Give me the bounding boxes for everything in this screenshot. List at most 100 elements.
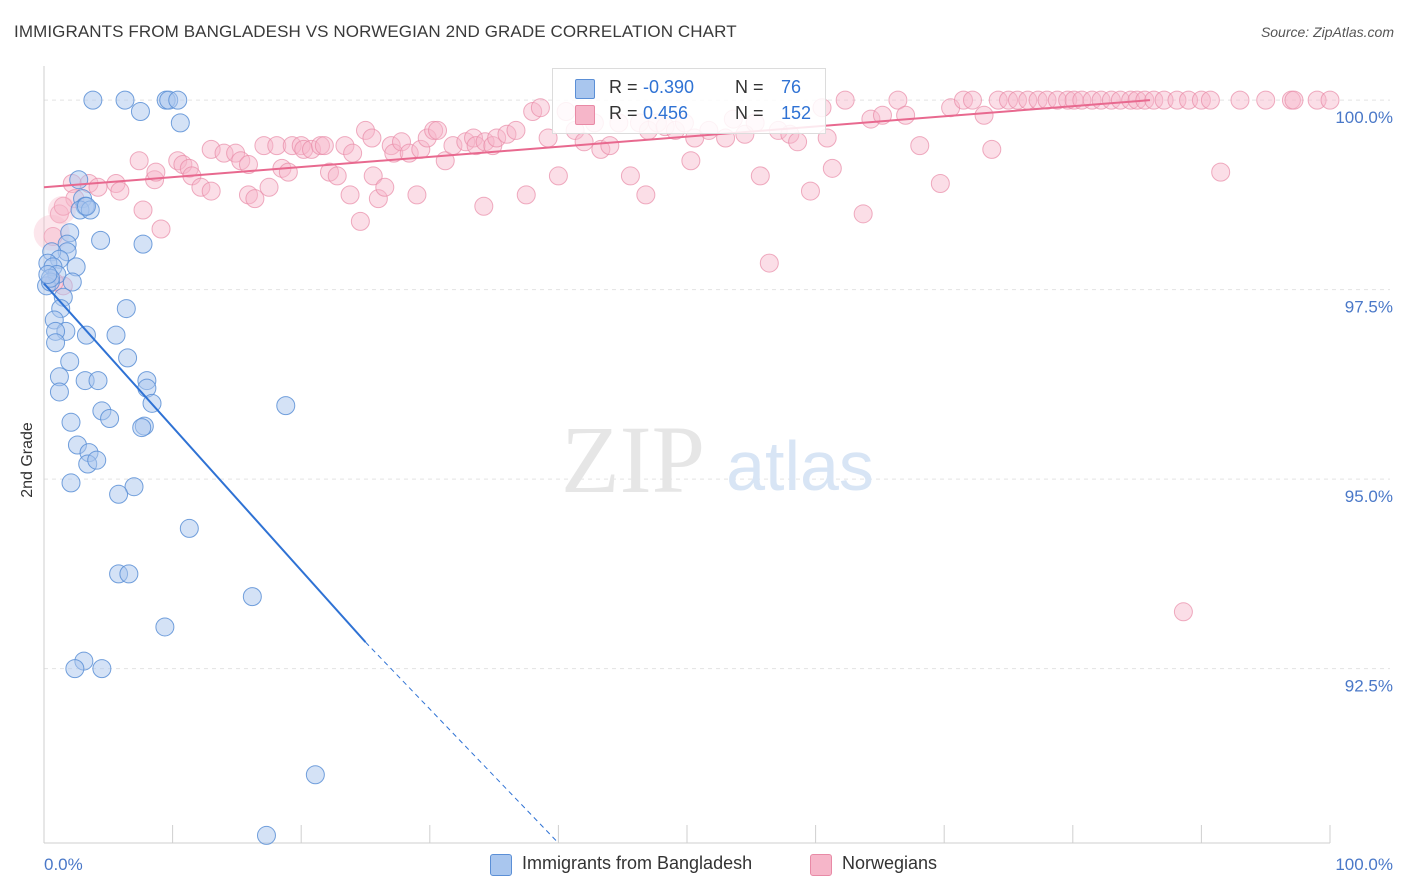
norwegians-point <box>1047 90 1067 110</box>
norwegians-point <box>88 177 108 197</box>
bangladesh-point <box>133 234 153 254</box>
norwegians-point <box>363 166 383 186</box>
norwegians-point <box>516 185 536 205</box>
bangladesh-trend-extension <box>365 641 559 844</box>
norwegians-point <box>384 143 404 163</box>
x-tick-label-max: 100.0% <box>1335 855 1393 874</box>
norwegians-point <box>201 181 221 201</box>
norwegians-point <box>1008 90 1028 110</box>
bangladesh-point <box>60 352 80 372</box>
norwegians-point <box>368 189 388 209</box>
norwegians-point <box>1284 90 1304 110</box>
bangladesh-point <box>106 325 126 345</box>
legend-label-bangladesh: Immigrants from Bangladesh <box>522 853 753 873</box>
n-label: N = <box>735 77 764 97</box>
bangladesh-point <box>76 196 96 216</box>
n-value: 76 <box>781 77 802 97</box>
norwegians-point <box>1167 90 1187 110</box>
norwegians-point <box>896 105 916 125</box>
bangladesh-point <box>91 230 111 250</box>
norwegians-point <box>1200 90 1220 110</box>
norwegians-point <box>530 98 550 118</box>
norwegians-point <box>636 185 656 205</box>
norwegians-points <box>33 90 1340 622</box>
norwegians-point <box>1173 602 1193 622</box>
stats-legend: R = -0.390 N = 76 R = 0.456 N = 152 <box>552 68 826 134</box>
bangladesh-point <box>49 382 69 402</box>
legend-swatch-pink <box>575 105 595 125</box>
bangladesh-point <box>130 101 150 121</box>
norwegians-point <box>238 185 258 205</box>
bangladesh-point <box>119 564 139 584</box>
norwegians-point <box>191 177 211 197</box>
norwegians-point <box>620 166 640 186</box>
norwegians-point <box>487 128 507 148</box>
norwegians-point <box>407 185 427 205</box>
norwegians-point <box>428 120 448 140</box>
norwegians-point <box>822 158 842 178</box>
bangladesh-point <box>88 371 108 391</box>
norwegians-point <box>129 151 149 171</box>
norwegians-point <box>506 120 526 140</box>
bangladesh-point <box>38 264 58 284</box>
norwegians-point <box>750 166 770 186</box>
norwegians-point <box>392 132 412 152</box>
norwegians-point <box>1110 90 1130 110</box>
norwegians-point <box>327 166 347 186</box>
norwegians-point <box>146 162 166 182</box>
norwegians-point <box>788 132 808 152</box>
norwegians-point <box>356 120 375 140</box>
bangladesh-point <box>118 348 138 368</box>
bangladesh-point <box>116 299 136 319</box>
chart-title: IMMIGRANTS FROM BANGLADESH VS NORWEGIAN … <box>14 22 737 41</box>
norwegians-point <box>179 158 199 178</box>
norwegians-point <box>168 151 188 171</box>
norwegians-point <box>835 90 855 110</box>
norwegians-point <box>464 128 484 148</box>
y-tick-label: 92.5% <box>1345 677 1393 696</box>
norwegians-point <box>350 211 370 231</box>
watermark-atlas: atlas <box>726 427 874 505</box>
bangladesh-point <box>92 659 112 679</box>
r-label: R = <box>609 103 638 123</box>
norwegians-point <box>474 196 494 216</box>
norwegians-point <box>151 219 171 239</box>
norwegians-point <box>314 136 334 156</box>
norwegians-point <box>888 90 908 110</box>
legend-swatch-pink <box>810 854 832 876</box>
axes <box>43 66 1331 844</box>
bangladesh-point <box>132 418 152 438</box>
norwegians-point <box>982 139 1002 159</box>
bangladesh-point <box>62 272 82 292</box>
norwegians-point <box>267 136 287 156</box>
legend-label-norwegians: Norwegians <box>842 853 938 873</box>
norwegians-point <box>110 181 130 201</box>
bangladesh-point <box>115 90 135 110</box>
norwegians-point <box>245 189 265 209</box>
bangladesh-point <box>124 477 144 497</box>
bangladesh-point <box>305 765 325 785</box>
norwegians-point <box>48 196 77 225</box>
norwegians-point <box>201 139 221 159</box>
bangladesh-point <box>87 450 107 470</box>
bangladesh-trend-line <box>43 282 367 643</box>
norwegians-point <box>853 204 873 224</box>
norwegians-point <box>872 105 892 125</box>
norwegians-point <box>278 162 298 182</box>
norwegians-point <box>930 173 950 193</box>
bangladesh-point <box>155 617 175 637</box>
norwegians-point <box>259 177 279 197</box>
norwegians-point <box>381 136 401 156</box>
norwegians-point <box>291 136 311 156</box>
bangladesh-point <box>276 396 296 416</box>
r-label: R = <box>609 77 638 97</box>
norwegians-point <box>362 128 382 148</box>
norwegians-point <box>133 200 153 220</box>
source-label: Source: ZipAtlas.com <box>1260 24 1394 40</box>
bangladesh-point <box>179 518 199 538</box>
norwegians-point <box>574 132 594 152</box>
bangladesh-point <box>256 825 276 845</box>
y-tick-label: 97.5% <box>1345 298 1393 317</box>
r-value: -0.390 <box>643 77 695 97</box>
n-label: N = <box>735 103 764 123</box>
